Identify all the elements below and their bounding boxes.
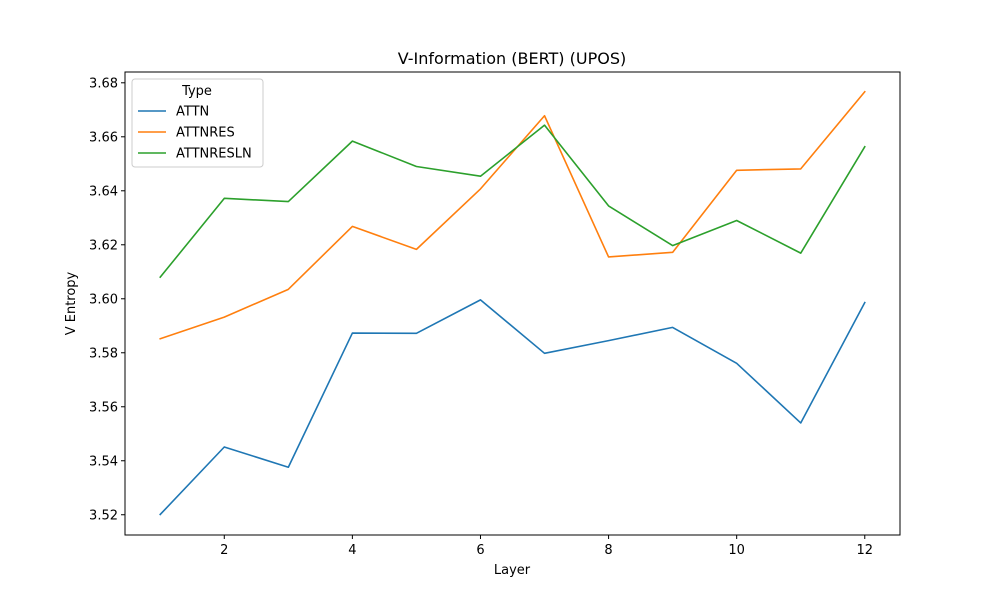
y-tick-label: 3.66 <box>89 130 118 145</box>
legend: Type ATTN ATTNRES ATTNRESLN <box>131 78 264 168</box>
x-tick-label: 10 <box>728 543 745 558</box>
y-tick-label: 3.68 <box>89 76 118 91</box>
x-axis: 2 4 6 8 10 12 <box>220 535 873 558</box>
legend-label-attn: ATTN <box>176 105 209 120</box>
x-axis-label: Layer <box>494 563 531 578</box>
series-line-attn <box>159 299 866 516</box>
chart-title: V-Information (BERT) (UPOS) <box>398 49 626 68</box>
y-tick-label: 3.64 <box>89 184 118 199</box>
y-axis-label: V Entropy <box>64 271 79 335</box>
x-tick-label: 2 <box>220 543 228 558</box>
legend-items: ATTN ATTNRES ATTNRESLN <box>138 105 252 162</box>
legend-label-attnres: ATTNRES <box>176 126 235 141</box>
legend-label-attnresln: ATTNRESLN <box>176 147 252 162</box>
y-tick-label: 3.60 <box>89 292 118 307</box>
legend-title: Type <box>181 84 212 99</box>
axes-frame <box>124 71 901 536</box>
series-line-attnres <box>159 90 866 340</box>
x-tick-label: 6 <box>476 543 484 558</box>
x-tick-label: 8 <box>604 543 612 558</box>
plot-area <box>159 90 866 516</box>
y-tick-label: 3.56 <box>89 400 118 415</box>
legend-box <box>131 78 264 168</box>
y-tick-label: 3.58 <box>89 346 118 361</box>
x-tick-label: 4 <box>348 543 356 558</box>
y-tick-label: 3.62 <box>89 238 118 253</box>
x-tick-label: 12 <box>856 543 873 558</box>
y-axis: 3.52 3.54 3.56 3.58 3.60 3.62 3.64 3.66 3.68 <box>89 76 125 523</box>
series-line-attnresln <box>159 124 866 279</box>
y-tick-label: 3.54 <box>89 454 118 469</box>
y-tick-label: 3.52 <box>89 508 118 523</box>
